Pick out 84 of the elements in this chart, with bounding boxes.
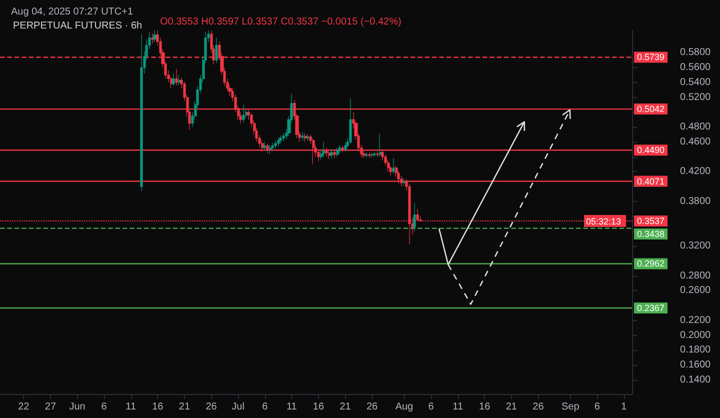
x-tick-label: 6 [101, 402, 108, 412]
x-tick-label: 16 [479, 402, 491, 412]
x-tick-label: 6 [428, 402, 434, 412]
x-tick-label: 26 [532, 402, 544, 412]
ref-line-label: 0.4071 [637, 176, 665, 186]
x-tick-label: 27 [44, 402, 56, 412]
y-tick-label: 0.2800 [680, 270, 712, 282]
candlestick [151, 33, 154, 44]
x-tick-label: 1 [621, 402, 628, 412]
candlestick [368, 152, 371, 158]
x-tick-label: 16 [152, 402, 164, 412]
y-tick-label: 0.1400 [680, 374, 712, 386]
candlestick [403, 178, 406, 186]
chart-title: PERPETUAL FUTURES · 6h [13, 20, 142, 32]
candlestick [140, 34, 143, 192]
candlestick [242, 104, 245, 123]
candlestick [245, 108, 248, 118]
x-tick-label: 16 [312, 402, 324, 412]
candlestick [338, 144, 341, 154]
y-tick-label: 0.5200 [680, 92, 712, 103]
candlestick [349, 98, 352, 144]
ref-line-label: 0.5042 [637, 104, 665, 114]
ref-line-label: 0.4490 [637, 145, 665, 156]
candlestick [153, 30, 157, 43]
y-tick-label: 0.2000 [680, 330, 712, 341]
candlestick [279, 134, 282, 144]
candlestick [336, 148, 339, 158]
y-tick-label: 0.1600 [680, 360, 712, 370]
y-tick-label: 0.3200 [680, 240, 712, 252]
annotation: 05:32:13 [586, 216, 622, 226]
y-tick-label: 0.3800 [680, 196, 712, 207]
x-tick-label: Aug [395, 402, 414, 412]
chart-subtitle: Aug 04, 2025 07:27 UTC+1 [11, 6, 134, 18]
x-tick-label: 11 [126, 402, 136, 412]
candlestick [322, 142, 325, 158]
x-tick-label: 22 [18, 402, 30, 412]
candlestick [215, 38, 218, 64]
candlestick [392, 158, 395, 174]
x-tick-label: 6 [262, 402, 268, 412]
candlestick [172, 73, 175, 86]
candlestick [413, 202, 416, 232]
y-tick-label: 0.2600 [680, 285, 712, 296]
candlestick [365, 152, 368, 158]
ref-line-label: 0.5739 [637, 52, 665, 62]
candlestick [306, 133, 309, 142]
x-tick-label: Sep [561, 402, 580, 412]
candlestick [344, 142, 347, 152]
ref-line-label: 0.3438 [637, 228, 665, 239]
candlestick [263, 142, 266, 152]
x-tick-label: 21 [506, 402, 518, 412]
y-tick-label: 0.2200 [680, 314, 712, 326]
candlestick [371, 152, 374, 158]
x-tick-label: 21 [178, 402, 190, 412]
candlestick [373, 151, 376, 158]
candlestick [282, 132, 285, 142]
candlestick [301, 132, 304, 141]
candlestick [277, 137, 280, 147]
y-tick-label: 0.5600 [680, 62, 712, 74]
x-tick-label: 11 [452, 402, 464, 412]
candlestick [330, 149, 333, 159]
ref-line-label: 0.2367 [637, 302, 665, 313]
x-tick-label: 26 [366, 402, 378, 412]
candlestick [178, 74, 181, 86]
x-tick-label: Jun [69, 402, 86, 412]
x-tick-label: 6 [594, 402, 600, 412]
text: O0.3553 H0.3597 L0.3537 C0.3537 −0.0015 (−0.42%) [160, 16, 402, 28]
x-tick-label: 21 [340, 402, 352, 412]
candlestick [175, 68, 178, 86]
y-tick-label: 0.1800 [680, 344, 712, 356]
y-tick-label: 0.4200 [680, 166, 712, 178]
y-tick-label: 0.5800 [680, 47, 712, 58]
candlestick [271, 142, 274, 152]
x-tick-label: 11 [286, 402, 298, 412]
y-tick-label: 0.5400 [680, 76, 712, 88]
y-tick-label: 0.4600 [680, 136, 712, 148]
candlestick [379, 133, 382, 158]
y-tick-label: 0.4800 [680, 122, 712, 133]
candlestick [304, 132, 307, 142]
x-tick-label: 26 [206, 402, 218, 412]
x-tick-label: Jul [232, 402, 244, 412]
candlestick [274, 140, 277, 149]
ref-line-label: 0.2962 [637, 258, 665, 269]
ref-line-label: 0.3537 [637, 216, 665, 226]
candlestick [269, 144, 272, 155]
